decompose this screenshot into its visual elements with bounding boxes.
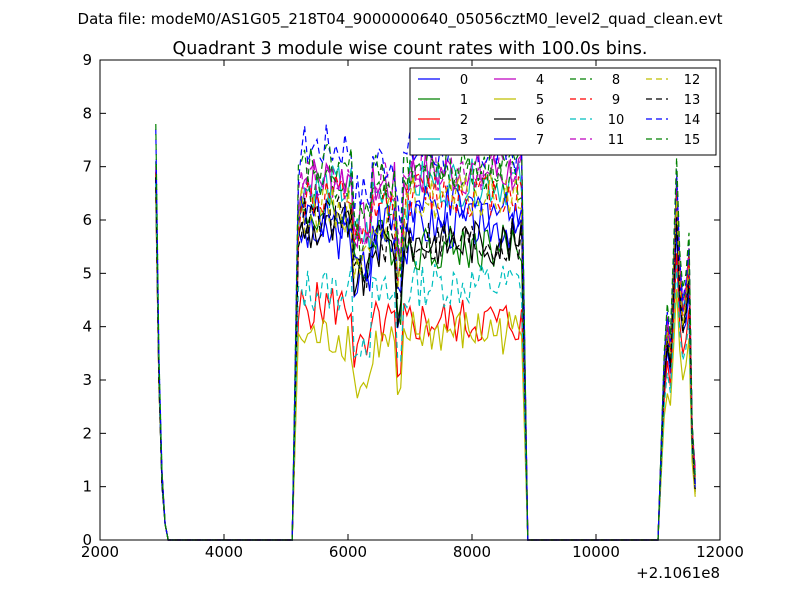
x-tick-label: 6000 [329, 543, 367, 561]
series-line-9 [155, 171, 696, 541]
x-tick-label: 10000 [572, 543, 620, 561]
x-tick-label: 8000 [453, 543, 491, 561]
legend-label: 2 [460, 113, 468, 128]
plot-frame [99, 59, 721, 541]
legend-label: 14 [684, 113, 701, 128]
x-offset-label: +2.1061e8 [636, 564, 720, 582]
series-line-6 [155, 187, 696, 541]
y-tick-label: 4 [82, 318, 92, 336]
legend-label: 4 [536, 73, 544, 88]
legend-label: 11 [608, 133, 625, 148]
series-line-4 [155, 150, 696, 541]
y-tick-label: 7 [82, 158, 92, 176]
series-line-15 [155, 123, 696, 541]
y-tick-label: 1 [82, 478, 92, 496]
chart-suptitle: Data file: modeM0/AS1G05_218T04_90000006… [78, 10, 723, 29]
y-tick-label: 2 [82, 424, 92, 442]
legend-label: 12 [684, 73, 701, 88]
legend-label: 8 [612, 73, 620, 88]
y-tick-label: 5 [82, 264, 92, 282]
legend-label: 5 [536, 93, 544, 108]
y-tick-label: 6 [82, 211, 92, 229]
legend-label: 3 [460, 133, 468, 148]
legend-label: 7 [536, 133, 544, 148]
chart-title: Quadrant 3 module wise count rates with … [173, 39, 648, 59]
series-line-10 [155, 182, 696, 541]
legend-label: 0 [460, 73, 468, 88]
series-layer [155, 123, 696, 541]
series-line-11 [155, 142, 696, 541]
y-tick-label: 9 [82, 51, 92, 69]
y-tick-label: 0 [82, 531, 92, 549]
x-axis: 2000 4000 6000 8000 10000 12000 [81, 60, 744, 561]
series-line-13 [155, 177, 696, 541]
legend-label: 13 [684, 93, 701, 108]
legend-label: 10 [608, 113, 625, 128]
series-line-5 [155, 198, 696, 541]
legend-label: 9 [612, 93, 620, 108]
y-tick-label: 3 [82, 371, 92, 389]
x-tick-label: 4000 [205, 543, 243, 561]
legend-label: 1 [460, 93, 468, 108]
series-line-2 [155, 193, 696, 541]
x-tick-label: 2000 [81, 543, 119, 561]
series-line-12 [155, 174, 696, 541]
legend-label: 15 [684, 133, 701, 148]
x-tick-label: 12000 [696, 543, 744, 561]
legend-label: 6 [536, 113, 544, 128]
legend-box [409, 67, 717, 156]
y-tick-label: 8 [82, 104, 92, 122]
series-line-7 [155, 177, 696, 541]
